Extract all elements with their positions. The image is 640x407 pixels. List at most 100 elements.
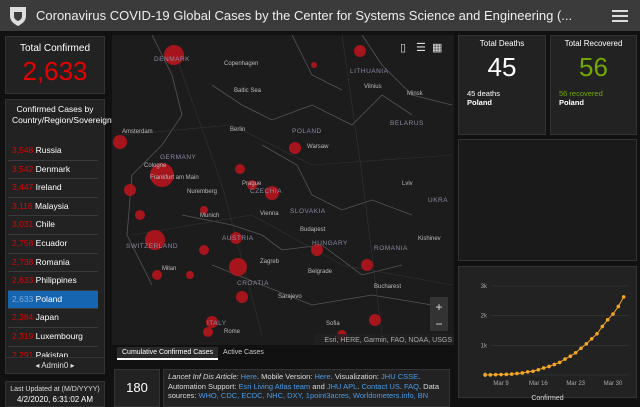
- country-row[interactable]: 3,031 Chile: [8, 216, 98, 235]
- zoom-control[interactable]: [430, 297, 448, 331]
- country-row[interactable]: 2,384 Japan: [8, 309, 98, 328]
- list-footer: ◂ Admin0 ▸: [5, 357, 105, 374]
- country-row[interactable]: 3,548 Russia: [8, 142, 98, 161]
- y-tick-label: 1k: [481, 343, 488, 349]
- map-label: Munich: [200, 213, 219, 219]
- country-row[interactable]: 2,319 Luxembourg: [8, 328, 98, 347]
- country-row[interactable]: 2,633 Poland: [8, 290, 98, 310]
- point: [605, 317, 610, 322]
- label: Total Deaths: [479, 39, 525, 48]
- link[interactable]: FAQ: [404, 381, 420, 391]
- point: [525, 370, 530, 374]
- prev[interactable]: ◂: [35, 361, 42, 370]
- total-confirmed: Total Confirmed 2,633: [5, 36, 105, 94]
- country-row[interactable]: 2,738 Romania: [8, 254, 98, 273]
- country: Chile: [35, 219, 56, 230]
- map-labels: DENMARK Copenhagen Baltic Sea LITHUANIA Viln…: [122, 56, 448, 335]
- map-label: CROATIA: [237, 280, 269, 287]
- point: [541, 366, 546, 370]
- map-label: GERMANY: [160, 154, 197, 161]
- country: Ireland: [35, 182, 62, 193]
- x-tick-label: Mar 30: [604, 381, 623, 387]
- next[interactable]: ▸: [68, 361, 75, 370]
- map-label: Warsaw: [307, 144, 329, 150]
- menu-button[interactable]: [612, 9, 630, 23]
- link[interactable]: Esri Living Atlas team: [238, 381, 311, 391]
- tab[interactable]: Active Cases: [223, 349, 264, 356]
- point: [488, 373, 493, 377]
- detail: 45 deaths: [467, 89, 500, 98]
- y-tick-label: 2k: [481, 314, 488, 320]
- count: 2,633: [12, 275, 34, 286]
- title: Coronavirus COVID-19 Global Cases by the…: [36, 8, 573, 23]
- x-tick-label: Mar 16: [529, 381, 548, 387]
- link[interactable]: Here: [240, 372, 257, 381]
- country-row[interactable]: 3,542 Denmark: [8, 161, 98, 180]
- list-title: Confirmed Cases by Country/Region/Sovere…: [12, 104, 119, 125]
- text: Lancet Inf Dis Article:: [168, 372, 241, 381]
- country: Japan: [35, 312, 59, 323]
- side-panels: [458, 139, 637, 261]
- tab[interactable]: Cumulative Confirmed Cases: [117, 347, 219, 360]
- map-label: ROMANIA: [374, 245, 408, 252]
- label: Total Confirmed: [19, 43, 91, 54]
- info-box: Lancet Inf Dis Article: Here. Mobile Ver…: [163, 369, 450, 407]
- attribution-bg: [314, 334, 454, 345]
- text: and: [310, 381, 327, 391]
- map-label: Rome: [224, 329, 241, 335]
- map-label: Baltic Sea: [234, 88, 262, 94]
- map-label: DENMARK: [154, 56, 190, 63]
- point: [509, 372, 514, 376]
- map-label: UKRA: [428, 197, 448, 204]
- link[interactable]: JHU APL: [326, 381, 358, 391]
- header: Coronavirus COVID-19 Global Cases by the…: [0, 0, 640, 31]
- map-label: BELARUS: [390, 120, 424, 127]
- country: Philippines: [35, 275, 77, 286]
- text: . Mobile Version:: [256, 372, 315, 381]
- y-tick-label: 3k: [481, 284, 488, 290]
- link[interactable]: Contact US: [361, 381, 400, 391]
- svg-text:▦: ▦: [432, 42, 442, 54]
- map-label: SWITZERLAND: [126, 243, 178, 250]
- map-tabs: Cumulative Confirmed Cases Active Cases: [117, 347, 269, 360]
- borders: [126, 35, 453, 306]
- link[interactable]: Here: [314, 372, 331, 381]
- value: 4/2/2020, 6:31:02 AM: [16, 395, 94, 404]
- country-row[interactable]: 2,633 Philippines: [8, 272, 98, 291]
- map-label: Bucharest: [374, 284, 401, 290]
- map-tools[interactable]: ▯ ☰ ▦: [400, 42, 442, 54]
- count: 2,291: [12, 349, 34, 360]
- country: Malaysia: [35, 200, 69, 211]
- link[interactable]: JHU CSSE: [381, 372, 419, 381]
- svg-text:▯: ▯: [400, 42, 406, 54]
- link[interactable]: WHO, CDC, ECDC, NHC, DXY, 1point3acres, …: [198, 391, 429, 400]
- point: [536, 367, 541, 372]
- map-label: Kishinev: [418, 236, 441, 242]
- country-row[interactable]: 3,116 Malaysia: [8, 198, 98, 217]
- map-label: Sofia: [326, 321, 340, 327]
- map-label: Belgrade: [308, 269, 333, 275]
- map-label: Minsk: [407, 91, 424, 97]
- text: . Data sources:: [168, 381, 440, 401]
- country-row[interactable]: 3,447 Ireland: [8, 179, 98, 198]
- zoom-in[interactable]: +: [435, 300, 442, 314]
- text: . Visualization:: [330, 372, 382, 381]
- point: [616, 304, 621, 309]
- zoom-out[interactable]: −: [435, 317, 442, 331]
- point: [552, 362, 557, 367]
- map-label: Frankfurt am Main: [150, 175, 199, 181]
- point: [573, 350, 578, 355]
- map-label: Amsterdam: [122, 129, 153, 135]
- chart-tab[interactable]: Confirmed: [531, 395, 564, 402]
- point: [584, 342, 589, 346]
- country: Romania: [35, 256, 70, 267]
- text: . Automation Support:: [168, 372, 421, 391]
- country: Luxembourg: [35, 330, 83, 341]
- map-label: Copenhagen: [224, 61, 258, 67]
- map[interactable]: DENMARK Copenhagen Baltic Sea LITHUANIA Viln…: [112, 35, 454, 345]
- point: [557, 360, 562, 365]
- map-label: Prague: [242, 181, 262, 187]
- country-row[interactable]: 2,758 Ecuador: [8, 235, 98, 254]
